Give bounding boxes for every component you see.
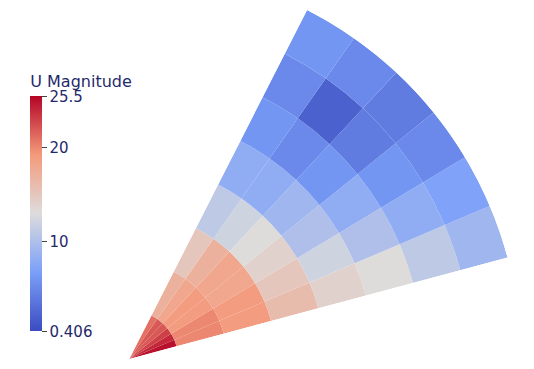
svg-text:25.5: 25.5 — [50, 88, 83, 106]
svg-text:10: 10 — [50, 233, 69, 251]
svg-text:20: 20 — [50, 139, 69, 157]
svg-text:U Magnitude: U Magnitude — [30, 72, 132, 91]
svg-text:0.406: 0.406 — [50, 323, 93, 341]
